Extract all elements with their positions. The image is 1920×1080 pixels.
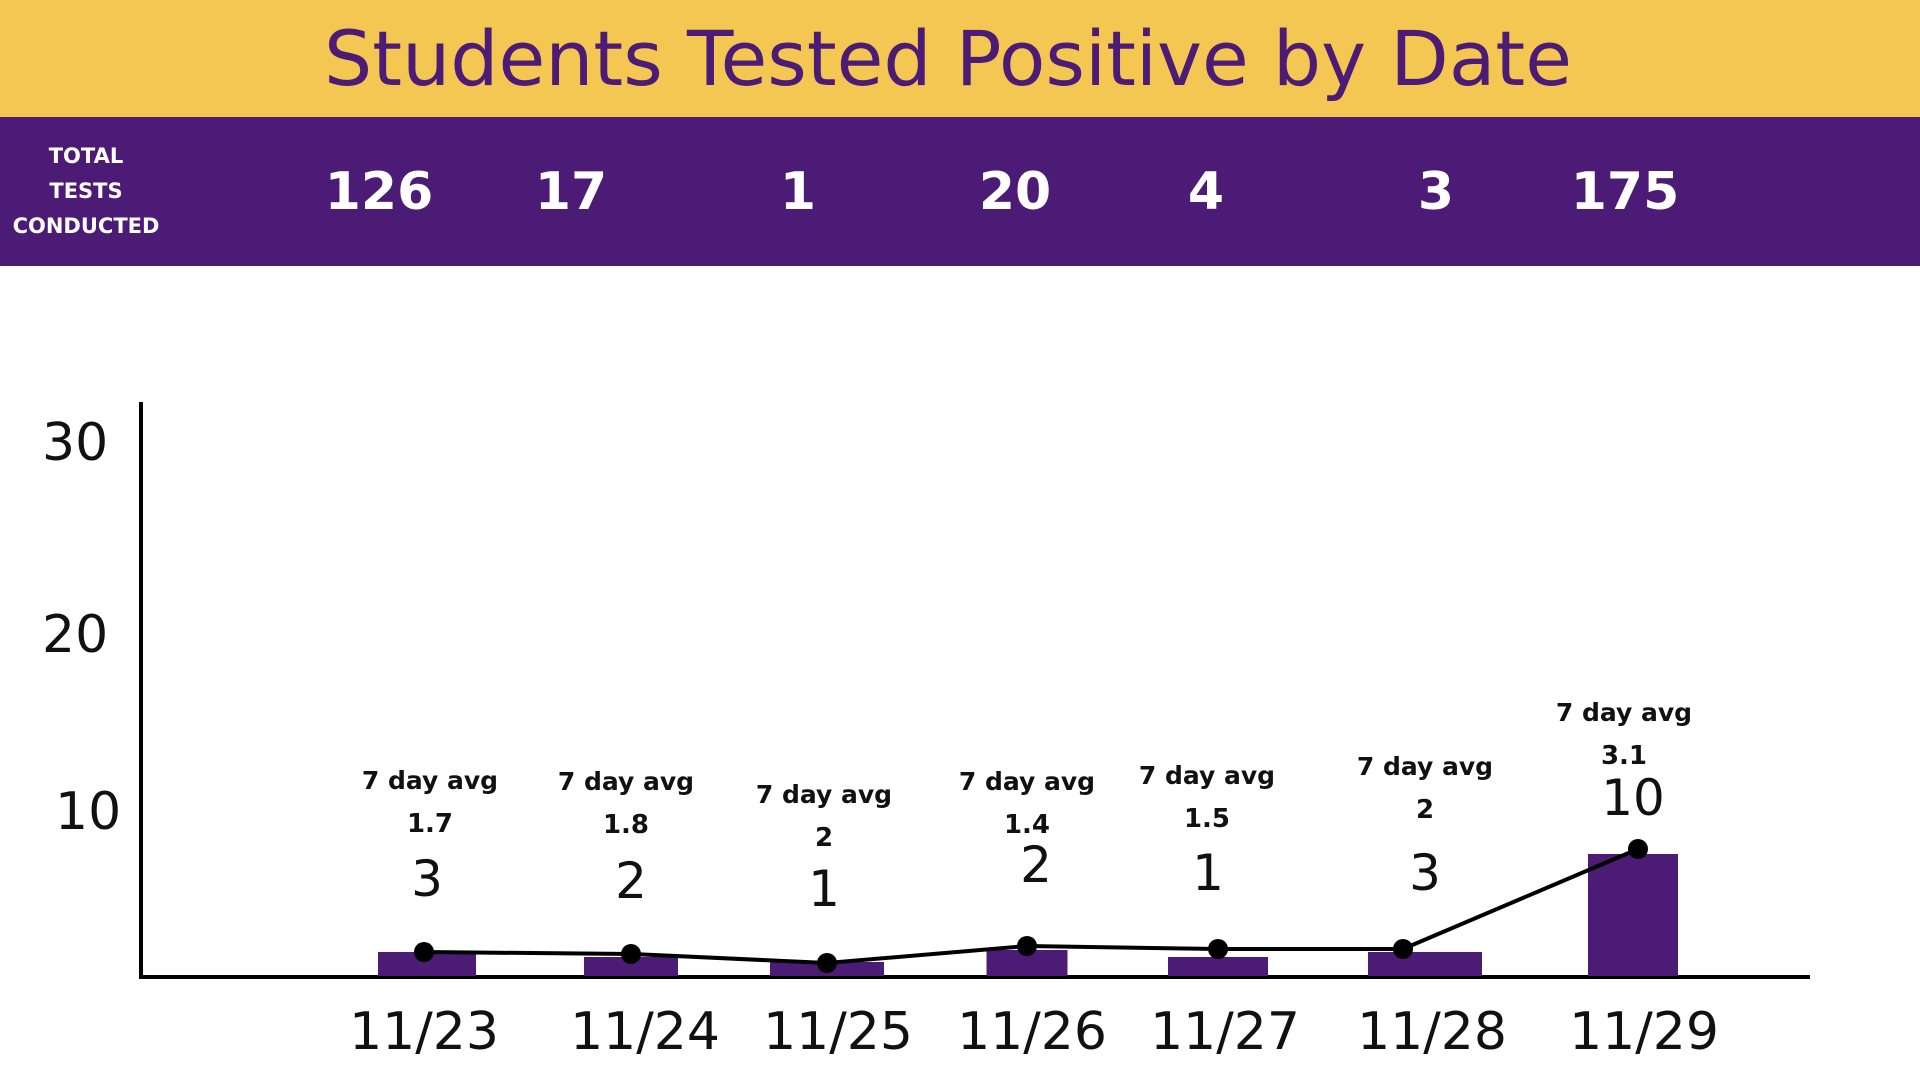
tests-conducted-label: TOTAL TESTS CONDUCTED [0,139,172,244]
tests-label-line: TESTS [49,179,123,203]
title-banner: Students Tested Positive by Date [0,0,1920,117]
avg-label-text: 7 day avg [362,766,498,795]
bar-value-label: 2 [1020,836,1052,894]
avg-value-text: 1.7 [407,809,453,839]
tests-label-line: TOTAL [48,144,124,168]
avg-label-text: 7 day avg [1556,698,1692,727]
average-point-11-24 [621,944,641,964]
avg-value-text: 2 [1416,795,1434,825]
bar-value-label: 2 [615,852,647,910]
avg-label-text: 7 day avg [1139,761,1275,790]
average-point-11-25 [817,953,837,973]
bar-11-28 [1368,952,1482,976]
bar-value-label: 10 [1601,769,1665,827]
avg-value-text: 2 [815,823,833,853]
tests-conducted-banner: TOTAL TESTS CONDUCTED 126 17 1 20 4 3 17… [0,117,1920,266]
tests-value-11-23: 126 [324,162,434,222]
bar-11-27 [1168,957,1268,976]
x-tick-label: 11/27 [1150,1002,1300,1062]
bar-value-label: 1 [808,860,840,918]
avg-label-text: 7 day avg [756,780,892,809]
avg-label-text: 7 day avg [959,767,1095,796]
tests-value-11-27: 4 [1187,162,1225,222]
y-tick-label: 30 [42,413,108,473]
bar-value-label: 3 [411,850,443,908]
avg-label-text: 7 day avg [1357,752,1493,781]
x-tick-label: 11/25 [763,1002,913,1062]
x-tick-label: 11/26 [957,1002,1107,1062]
avg-value-text: 1.5 [1184,804,1230,834]
chart-title: Students Tested Positive by Date [324,14,1572,103]
avg-value-text: 1.8 [603,810,649,840]
tests-value-11-24: 17 [534,162,608,222]
x-tick-label: 11/29 [1569,1002,1719,1062]
y-tick-label: 20 [42,605,108,665]
bar-11-29 [1588,854,1678,976]
avg-label-text: 7 day avg [558,767,694,796]
average-point-11-28 [1393,939,1413,959]
average-point-11-27 [1208,939,1228,959]
x-tick-label: 11/23 [349,1002,499,1062]
bar-11-24 [584,957,678,976]
bar-value-label: 3 [1409,844,1441,902]
tests-value-11-25: 1 [779,162,817,222]
tests-value-11-26: 20 [978,162,1052,222]
average-point-11-29 [1628,839,1648,859]
average-point-11-23 [414,942,434,962]
bar-value-label: 1 [1192,844,1224,902]
average-point-11-26 [1017,936,1037,956]
avg-value-text: 1.4 [1004,810,1050,840]
tests-label-line: CONDUCTED [12,214,160,238]
y-tick-label: 10 [55,782,121,842]
tests-value-11-29: 175 [1570,162,1680,222]
x-tick-label: 11/28 [1357,1002,1507,1062]
tests-value-11-28: 3 [1417,162,1455,222]
x-tick-label: 11/24 [570,1002,720,1062]
avg-value-text: 3.1 [1601,741,1647,771]
